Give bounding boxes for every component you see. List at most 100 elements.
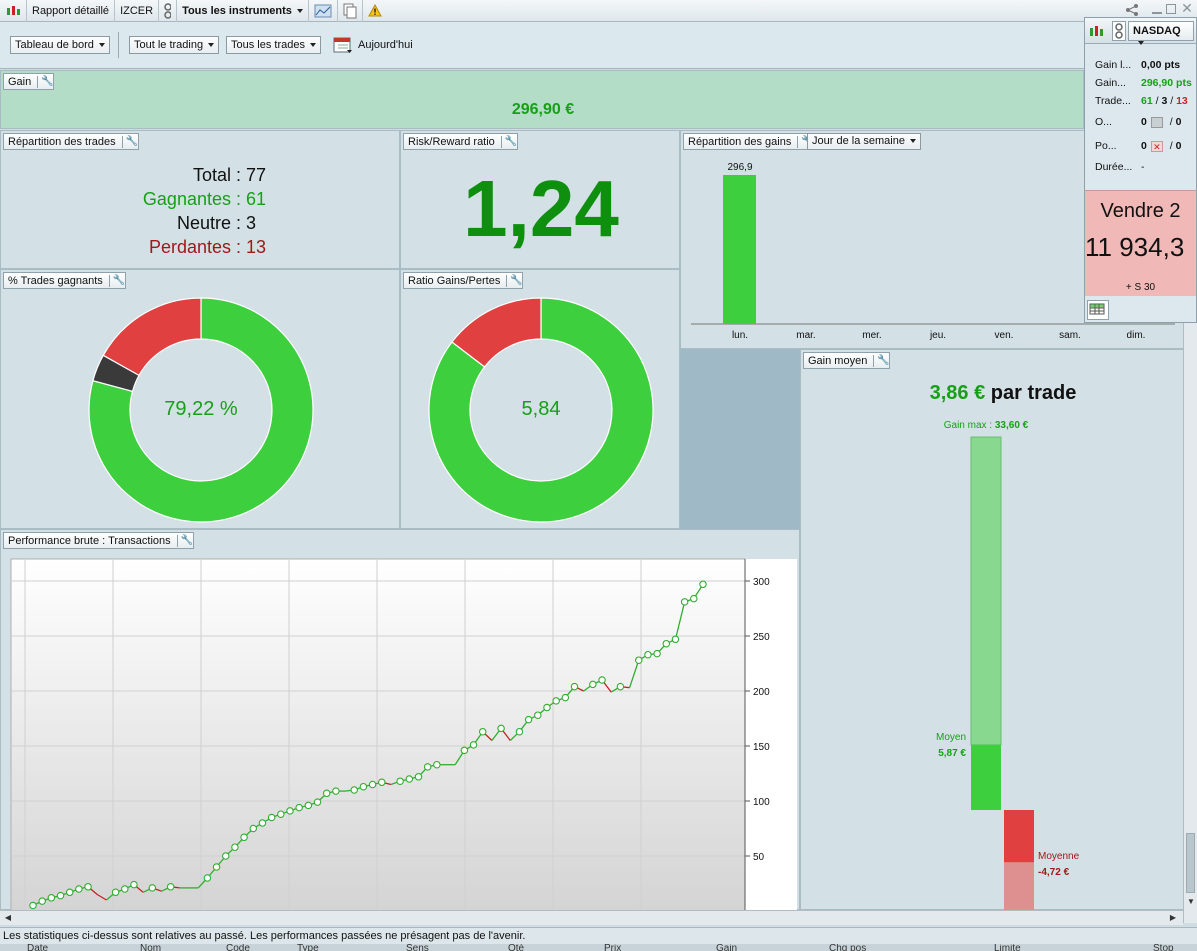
minimize-icon[interactable] — [1152, 4, 1162, 14]
share-icon[interactable] — [1124, 2, 1140, 18]
column-header[interactable]: Nom — [140, 944, 162, 951]
performance-title[interactable]: Performance brute : Transactions 🔧 — [3, 532, 194, 549]
x-tick-label: mar. — [796, 330, 815, 341]
trading-dropdown[interactable]: Tout le trading — [129, 36, 220, 54]
gains-by-day-chart: 296,9 lun. mar. mer. jeu. ven. sam. dim. — [691, 162, 1175, 341]
column-header[interactable]: Prix — [604, 944, 622, 951]
nasdaq-row-orders: O... 0 / 0 — [1095, 116, 1182, 128]
sell-note: + S 30 — [1125, 282, 1156, 293]
trades-distribution-title[interactable]: Répartition des trades 🔧 — [3, 133, 139, 150]
gain-panel-title[interactable]: Gain 🔧 — [3, 73, 55, 90]
wrench-icon[interactable]: 🔧 — [176, 534, 193, 547]
calendar-icon[interactable] — [333, 36, 353, 54]
gain-title-label: Gain — [8, 75, 32, 88]
column-header[interactable]: Code — [226, 944, 250, 951]
chart-icon[interactable] — [0, 0, 27, 22]
x-tick-label: mer. — [862, 330, 881, 341]
data-point — [75, 885, 83, 893]
trades-label: Tous les trades — [231, 39, 305, 51]
grid-settings-icon[interactable] — [1087, 300, 1109, 320]
candles-icon[interactable] — [1088, 23, 1104, 39]
status-bar: Les statistiques ci-dessus sont relative… — [0, 927, 1197, 944]
risk-reward-title[interactable]: Risk/Reward ratio 🔧 — [403, 133, 518, 150]
market-dropdown[interactable]: NASDAQ — [1128, 21, 1194, 46]
nasdaq-row-trades: Trade... 61 / 3 / 13 — [1095, 95, 1188, 107]
gain-loss-ratio-title[interactable]: Ratio Gains/Pertes 🔧 — [403, 272, 524, 289]
copy-icon[interactable] — [338, 0, 363, 22]
sell-order-box[interactable]: Vendre 2 11 934,3 + S 30 — [1085, 190, 1196, 296]
wrench-icon[interactable]: 🔧 — [37, 75, 54, 88]
gain-loss-ratio-donut — [428, 297, 654, 523]
data-point — [561, 693, 570, 702]
wrench-icon[interactable]: 🔧 — [121, 135, 138, 148]
average-gain-title[interactable]: Gain moyen 🔧 — [803, 352, 891, 369]
graph-icon[interactable] — [309, 0, 338, 22]
link-icon[interactable] — [159, 0, 178, 22]
losers-value: 13 — [246, 237, 267, 257]
column-header[interactable]: Type — [297, 944, 319, 951]
scroll-thumb[interactable] — [1186, 833, 1195, 893]
wrench-icon[interactable]: 🔧 — [506, 274, 523, 287]
column-header[interactable]: Sens — [406, 944, 429, 951]
column-header[interactable]: Chg pos — [829, 944, 867, 951]
data-point — [47, 894, 56, 902]
total-label: Total : — [192, 165, 241, 185]
wrench-icon[interactable]: 🔧 — [108, 274, 125, 287]
donut-slice-gagnantes — [88, 297, 314, 523]
order-icon[interactable] — [1150, 116, 1163, 128]
win-percentage-title[interactable]: % Trades gagnants 🔧 — [3, 272, 126, 289]
row-label: Gain... — [1095, 77, 1126, 89]
close-icon[interactable]: ✕ — [1181, 0, 1193, 16]
maximize-icon[interactable] — [1166, 4, 1176, 14]
chevron-down-icon — [309, 43, 316, 48]
data-point — [690, 594, 698, 603]
data-point — [111, 888, 120, 897]
empty-area — [680, 349, 800, 529]
chevron-down-icon — [909, 139, 916, 144]
date-filter-label[interactable]: Aujourd'hui — [358, 39, 413, 51]
trades-dropdown[interactable]: Tous les trades — [226, 36, 321, 54]
data-point — [396, 777, 404, 785]
link-icon[interactable] — [1112, 21, 1126, 41]
data-point — [680, 598, 689, 606]
data-point — [332, 787, 340, 795]
column-header[interactable]: Gain — [716, 944, 738, 951]
filter-toolbar: Tableau de bord Tout le trading Tous les… — [0, 22, 1084, 69]
data-point — [423, 763, 432, 771]
column-header[interactable]: Limite — [994, 944, 1021, 951]
data-point — [203, 874, 212, 882]
wrench-icon[interactable]: 🔧 — [500, 135, 517, 148]
x-tick-label: sam. — [1059, 330, 1081, 341]
win-percentage-label: % Trades gagnants — [8, 274, 103, 287]
gain-loss-ratio-label: Ratio Gains/Pertes — [408, 274, 501, 287]
vertical-scrollbar[interactable]: ▼ — [1183, 323, 1197, 923]
y-tick-label: 200 — [753, 687, 770, 698]
data-point — [570, 682, 579, 691]
row-label: Trade... — [1095, 95, 1131, 107]
win-percentage-panel: % Trades gagnants 🔧 79,22 % — [0, 269, 400, 529]
data-point — [662, 639, 671, 648]
chevron-down-icon — [296, 8, 303, 13]
column-header[interactable]: Qté — [508, 944, 525, 951]
data-point — [350, 786, 358, 794]
horizontal-scrollbar[interactable]: ◀ ▶ — [0, 910, 1183, 925]
instruments-dropdown[interactable]: Tous les instruments — [177, 0, 309, 22]
column-header[interactable]: Stop — [1153, 944, 1174, 951]
bar-lun — [723, 175, 756, 324]
data-point — [478, 727, 487, 736]
average-gain-bar — [971, 744, 1001, 810]
close-position-icon[interactable]: ✕ — [1150, 140, 1163, 152]
weekday-selector-label: Jour de la semaine — [812, 135, 905, 147]
wrench-icon[interactable]: 🔧 — [873, 354, 890, 367]
warning-icon[interactable] — [363, 0, 387, 22]
data-point — [322, 789, 331, 798]
column-header[interactable]: Date — [27, 944, 49, 951]
data-point — [258, 819, 267, 827]
weekday-selector[interactable]: Jour de la semaine — [807, 133, 921, 150]
account-label[interactable]: IZCER — [115, 0, 160, 22]
scroll-right-arrow[interactable]: ▶ — [1169, 913, 1177, 922]
scroll-up-arrow[interactable]: ▼ — [1187, 897, 1195, 906]
dashboard-dropdown[interactable]: Tableau de bord — [10, 36, 110, 54]
report-label[interactable]: Rapport détaillé — [27, 0, 116, 22]
scroll-left-arrow[interactable]: ◀ — [4, 913, 12, 922]
